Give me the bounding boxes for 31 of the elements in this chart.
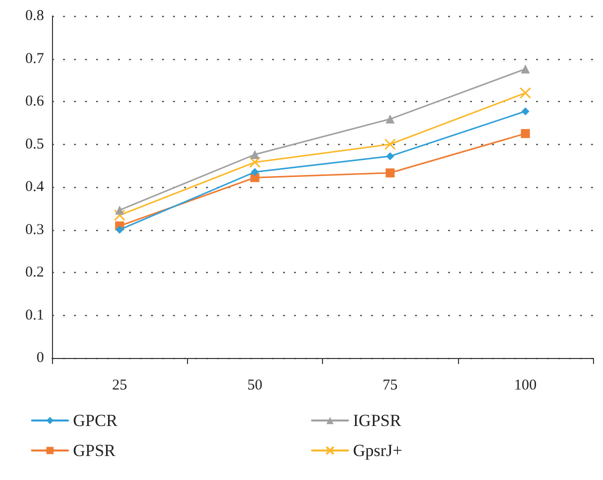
point (520, 64, 530, 74)
legend-label: GpsrJ+ (353, 441, 402, 460)
y-tick-label: 0.3 (25, 222, 44, 238)
point (520, 87, 532, 99)
y-tick-label: 0.4 (25, 179, 44, 195)
y-tick-label: 0.8 (25, 8, 44, 24)
point (250, 150, 260, 160)
point (521, 107, 530, 116)
y-tick-label: 0.6 (25, 94, 44, 110)
y-tick-label: 0.2 (25, 264, 44, 280)
x-tick-label: 100 (514, 378, 537, 394)
point (520, 129, 530, 138)
y-tick-label: 0.7 (25, 50, 44, 67)
y-tick-label: 0.5 (25, 136, 44, 152)
legend-label: GPCR (73, 411, 118, 430)
point (115, 206, 124, 215)
x-tick-label: 25 (112, 378, 128, 394)
x-tick-label: 50 (247, 378, 262, 394)
point (386, 114, 395, 124)
point (114, 209, 126, 221)
point (116, 226, 124, 234)
point (386, 152, 394, 160)
legend-label: IGPSR (353, 411, 402, 430)
point (386, 168, 395, 178)
point (250, 168, 259, 176)
point (384, 138, 396, 150)
point (249, 156, 261, 168)
legend-label: GPSR (73, 441, 116, 460)
y-tick-label: 0.1 (25, 307, 44, 324)
x-tick-label: 75 (382, 378, 398, 394)
y-tick-label: 0 (36, 350, 44, 366)
